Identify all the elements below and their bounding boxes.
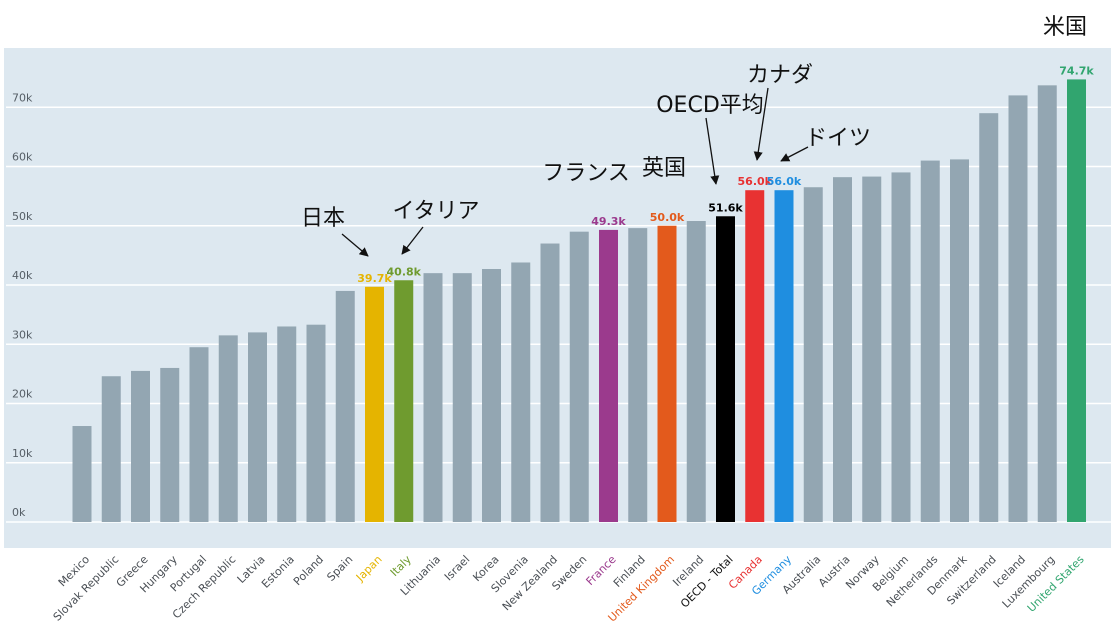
bar-lithuania: [423, 273, 443, 522]
bar-canada: [745, 190, 765, 522]
value-label-united-states: 74.7k: [1059, 64, 1094, 77]
bar-denmark: [950, 159, 969, 522]
bar-united-states: [1067, 79, 1086, 522]
y-tick-label: 40k: [12, 269, 33, 282]
value-label-oecd-total: 51.6k: [708, 201, 743, 214]
x-tick-label-israel: Israel: [442, 553, 472, 583]
bar-iceland: [1008, 95, 1028, 523]
bar-latvia: [248, 332, 267, 522]
annotation-arrow-germany: [780, 146, 809, 162]
bar-italy: [394, 280, 414, 522]
bar-japan: [365, 286, 384, 522]
annotation-arrow-canada: [753, 87, 769, 161]
bar-czech-republic: [218, 335, 238, 522]
value-label-italy: 40.8k: [387, 265, 422, 278]
annotation-oecd-total: OECD平均: [656, 93, 764, 118]
bar-belgium: [891, 172, 911, 523]
value-label-germany: 56.0k: [767, 175, 802, 188]
bar-portugal: [189, 347, 209, 522]
value-label-united-kingdom: 50.0k: [650, 211, 685, 224]
bar-slovenia: [511, 262, 531, 522]
annotation-arrow-italy: [401, 226, 424, 255]
bar-slovak-republic: [101, 376, 121, 522]
bar-new-zealand: [540, 243, 560, 522]
bar-israel: [452, 273, 472, 522]
x-tick-label-japan: Japan: [353, 553, 385, 585]
annotation-italy: イタリア: [392, 199, 479, 224]
annotation-arrow-japan: [341, 233, 369, 257]
y-tick-label: 50k: [12, 210, 33, 223]
value-label-france: 49.3k: [591, 215, 626, 228]
annotation-united-kingdom: 英国: [642, 156, 686, 181]
value-label-canada: 56.0k: [738, 175, 773, 188]
bar-sweden: [569, 231, 589, 523]
bar-poland: [306, 324, 326, 522]
x-tick-label-poland: Poland: [291, 553, 326, 588]
bar-mexico: [72, 426, 92, 522]
bar-spain: [335, 290, 355, 522]
y-tick-label: 0k: [12, 506, 26, 519]
y-tick-label: 20k: [12, 388, 33, 401]
bar-oecd-total: [716, 216, 735, 522]
y-tick-label: 30k: [12, 328, 33, 341]
bar-greece: [131, 370, 150, 522]
annotation-arrow-oecd-total: [705, 117, 720, 185]
bar-germany: [774, 190, 794, 522]
annotation-france: フランス: [542, 161, 630, 186]
bar-estonia: [277, 326, 297, 522]
bar-netherlands: [920, 160, 940, 522]
value-label-japan: 39.7k: [357, 272, 392, 285]
y-tick-label: 10k: [12, 447, 33, 460]
bar-luxembourg: [1037, 85, 1057, 522]
annotation-germany: ドイツ: [805, 126, 871, 151]
x-tick-label-estonia: Estonia: [259, 553, 297, 591]
bar-united-kingdom: [657, 225, 677, 522]
x-tick-label-italy: Italy: [388, 553, 414, 579]
bars: [72, 79, 1086, 523]
annotation-canada: カナダ: [747, 63, 813, 88]
bar-australia: [803, 187, 823, 523]
bar-finland: [628, 228, 648, 522]
bar-norway: [862, 176, 882, 522]
bar-france: [599, 229, 618, 522]
bar-ireland: [686, 221, 706, 522]
annotation-united-states: 米国: [1043, 15, 1087, 40]
bar-korea: [482, 269, 501, 522]
annotation-japan: 日本: [301, 206, 345, 231]
y-tick-label: 60k: [12, 151, 33, 164]
x-tick-label-spain: Spain: [324, 553, 355, 584]
bar-austria: [833, 177, 852, 523]
bar-hungary: [160, 367, 180, 522]
bar-switzerland: [979, 113, 999, 523]
y-tick-label: 70k: [12, 91, 33, 104]
